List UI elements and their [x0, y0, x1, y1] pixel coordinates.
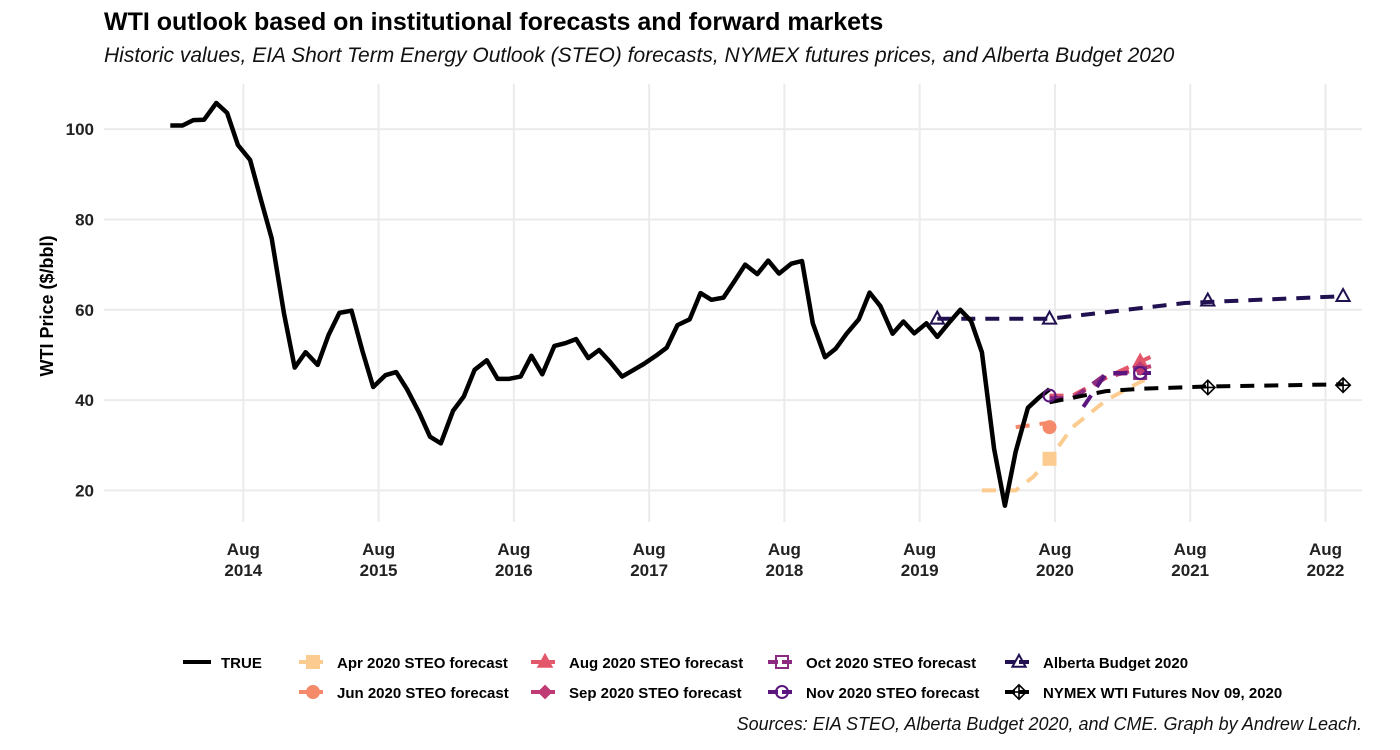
x-tick-year: 2020 [1036, 561, 1074, 580]
legend-swatch-marker [775, 655, 789, 669]
legend-item: Nov 2020 STEO forecast [768, 685, 979, 702]
series-marker-7 [1334, 286, 1352, 303]
source-caption: Sources: EIA STEO, Alberta Budget 2020, … [736, 714, 1362, 734]
x-tick-year: 2015 [360, 561, 398, 580]
series-marker-7 [1041, 309, 1058, 325]
x-tick-month: Aug [633, 540, 666, 559]
x-tick-month: Aug [1038, 540, 1071, 559]
legend-label: TRUE [221, 655, 262, 672]
x-tick-month: Aug [903, 540, 936, 559]
series-marker-7 [928, 309, 946, 325]
legend-label: Apr 2020 STEO forecast [337, 655, 508, 672]
legend-item: Apr 2020 STEO forecast [299, 655, 508, 672]
legend-item: Alberta Budget 2020 [1005, 652, 1188, 672]
legend-item: Jun 2020 STEO forecast [299, 685, 509, 702]
series-marker-2 [1042, 420, 1057, 435]
legend-item: Oct 2020 STEO forecast [768, 655, 976, 672]
chart-subtitle: Historic values, EIA Short Term Energy O… [104, 44, 1175, 67]
legend-item: TRUE [183, 655, 262, 672]
legend-swatch-marker [306, 655, 320, 669]
y-tick-label: 80 [75, 210, 94, 229]
series-marker-6 [1042, 388, 1057, 403]
legend-swatch-marker [306, 685, 320, 699]
series-lines [170, 100, 1344, 508]
legend-label: Oct 2020 STEO forecast [806, 655, 976, 672]
y-axis-ticks: 20 40 60 80 100 [66, 120, 94, 500]
series-marker-6 [1133, 365, 1148, 380]
legend-item: Sep 2020 STEO forecast [531, 684, 742, 702]
legend-item: NYMEX WTI Futures Nov 09, 2020 [1005, 683, 1282, 702]
legend-label: NYMEX WTI Futures Nov 09, 2020 [1043, 685, 1282, 702]
x-axis-ticks: Aug 2014 Aug 2015 Aug 2016 Aug 2017 Aug 2018 Aug 20… [224, 540, 1344, 580]
series-line-0 [170, 100, 1051, 508]
series-line-3 [1049, 353, 1156, 398]
y-tick-label: 40 [75, 391, 94, 410]
x-tick-year: 2021 [1171, 561, 1209, 580]
grid-lines [104, 84, 1362, 522]
series-marker-1 [1042, 451, 1057, 466]
x-tick-year: 2016 [495, 561, 533, 580]
x-tick-year: 2018 [765, 561, 803, 580]
series-line-8 [1049, 382, 1344, 405]
x-tick-year: 2019 [901, 561, 939, 580]
legend-swatch-marker [1010, 652, 1028, 668]
legend-swatch-marker [537, 684, 553, 700]
series-line-1 [981, 375, 1152, 493]
x-tick-month: Aug [1309, 540, 1342, 559]
x-tick-month: Aug [1174, 540, 1207, 559]
x-tick-year: 2022 [1307, 561, 1345, 580]
y-tick-label: 20 [75, 481, 94, 500]
x-tick-year: 2014 [224, 561, 262, 580]
x-tick-month: Aug [362, 540, 395, 559]
y-tick-label: 60 [75, 301, 94, 320]
legend: TRUE Apr 2020 STEO forecast Jun 2020 STEO … [183, 652, 1282, 702]
y-tick-label: 100 [66, 120, 94, 139]
x-tick-year: 2017 [630, 561, 668, 580]
legend-label: Jun 2020 STEO forecast [337, 685, 509, 702]
series-line-7 [937, 294, 1344, 321]
series-marker-7 [1199, 291, 1217, 307]
legend-label: Sep 2020 STEO forecast [569, 685, 742, 702]
x-tick-month: Aug [768, 540, 801, 559]
chart-title: WTI outlook based on institutional forec… [104, 8, 884, 36]
x-tick-month: Aug [227, 540, 260, 559]
legend-swatch-marker [775, 685, 789, 699]
legend-label: Alberta Budget 2020 [1043, 655, 1188, 672]
legend-item: Aug 2020 STEO forecast [531, 652, 743, 672]
legend-label: Aug 2020 STEO forecast [569, 655, 743, 672]
series-markers [928, 286, 1352, 466]
legend-label: Nov 2020 STEO forecast [806, 685, 979, 702]
x-tick-month: Aug [497, 540, 530, 559]
legend-swatch-marker [536, 652, 554, 668]
y-axis-label: WTI Price ($/bbl) [37, 235, 57, 376]
